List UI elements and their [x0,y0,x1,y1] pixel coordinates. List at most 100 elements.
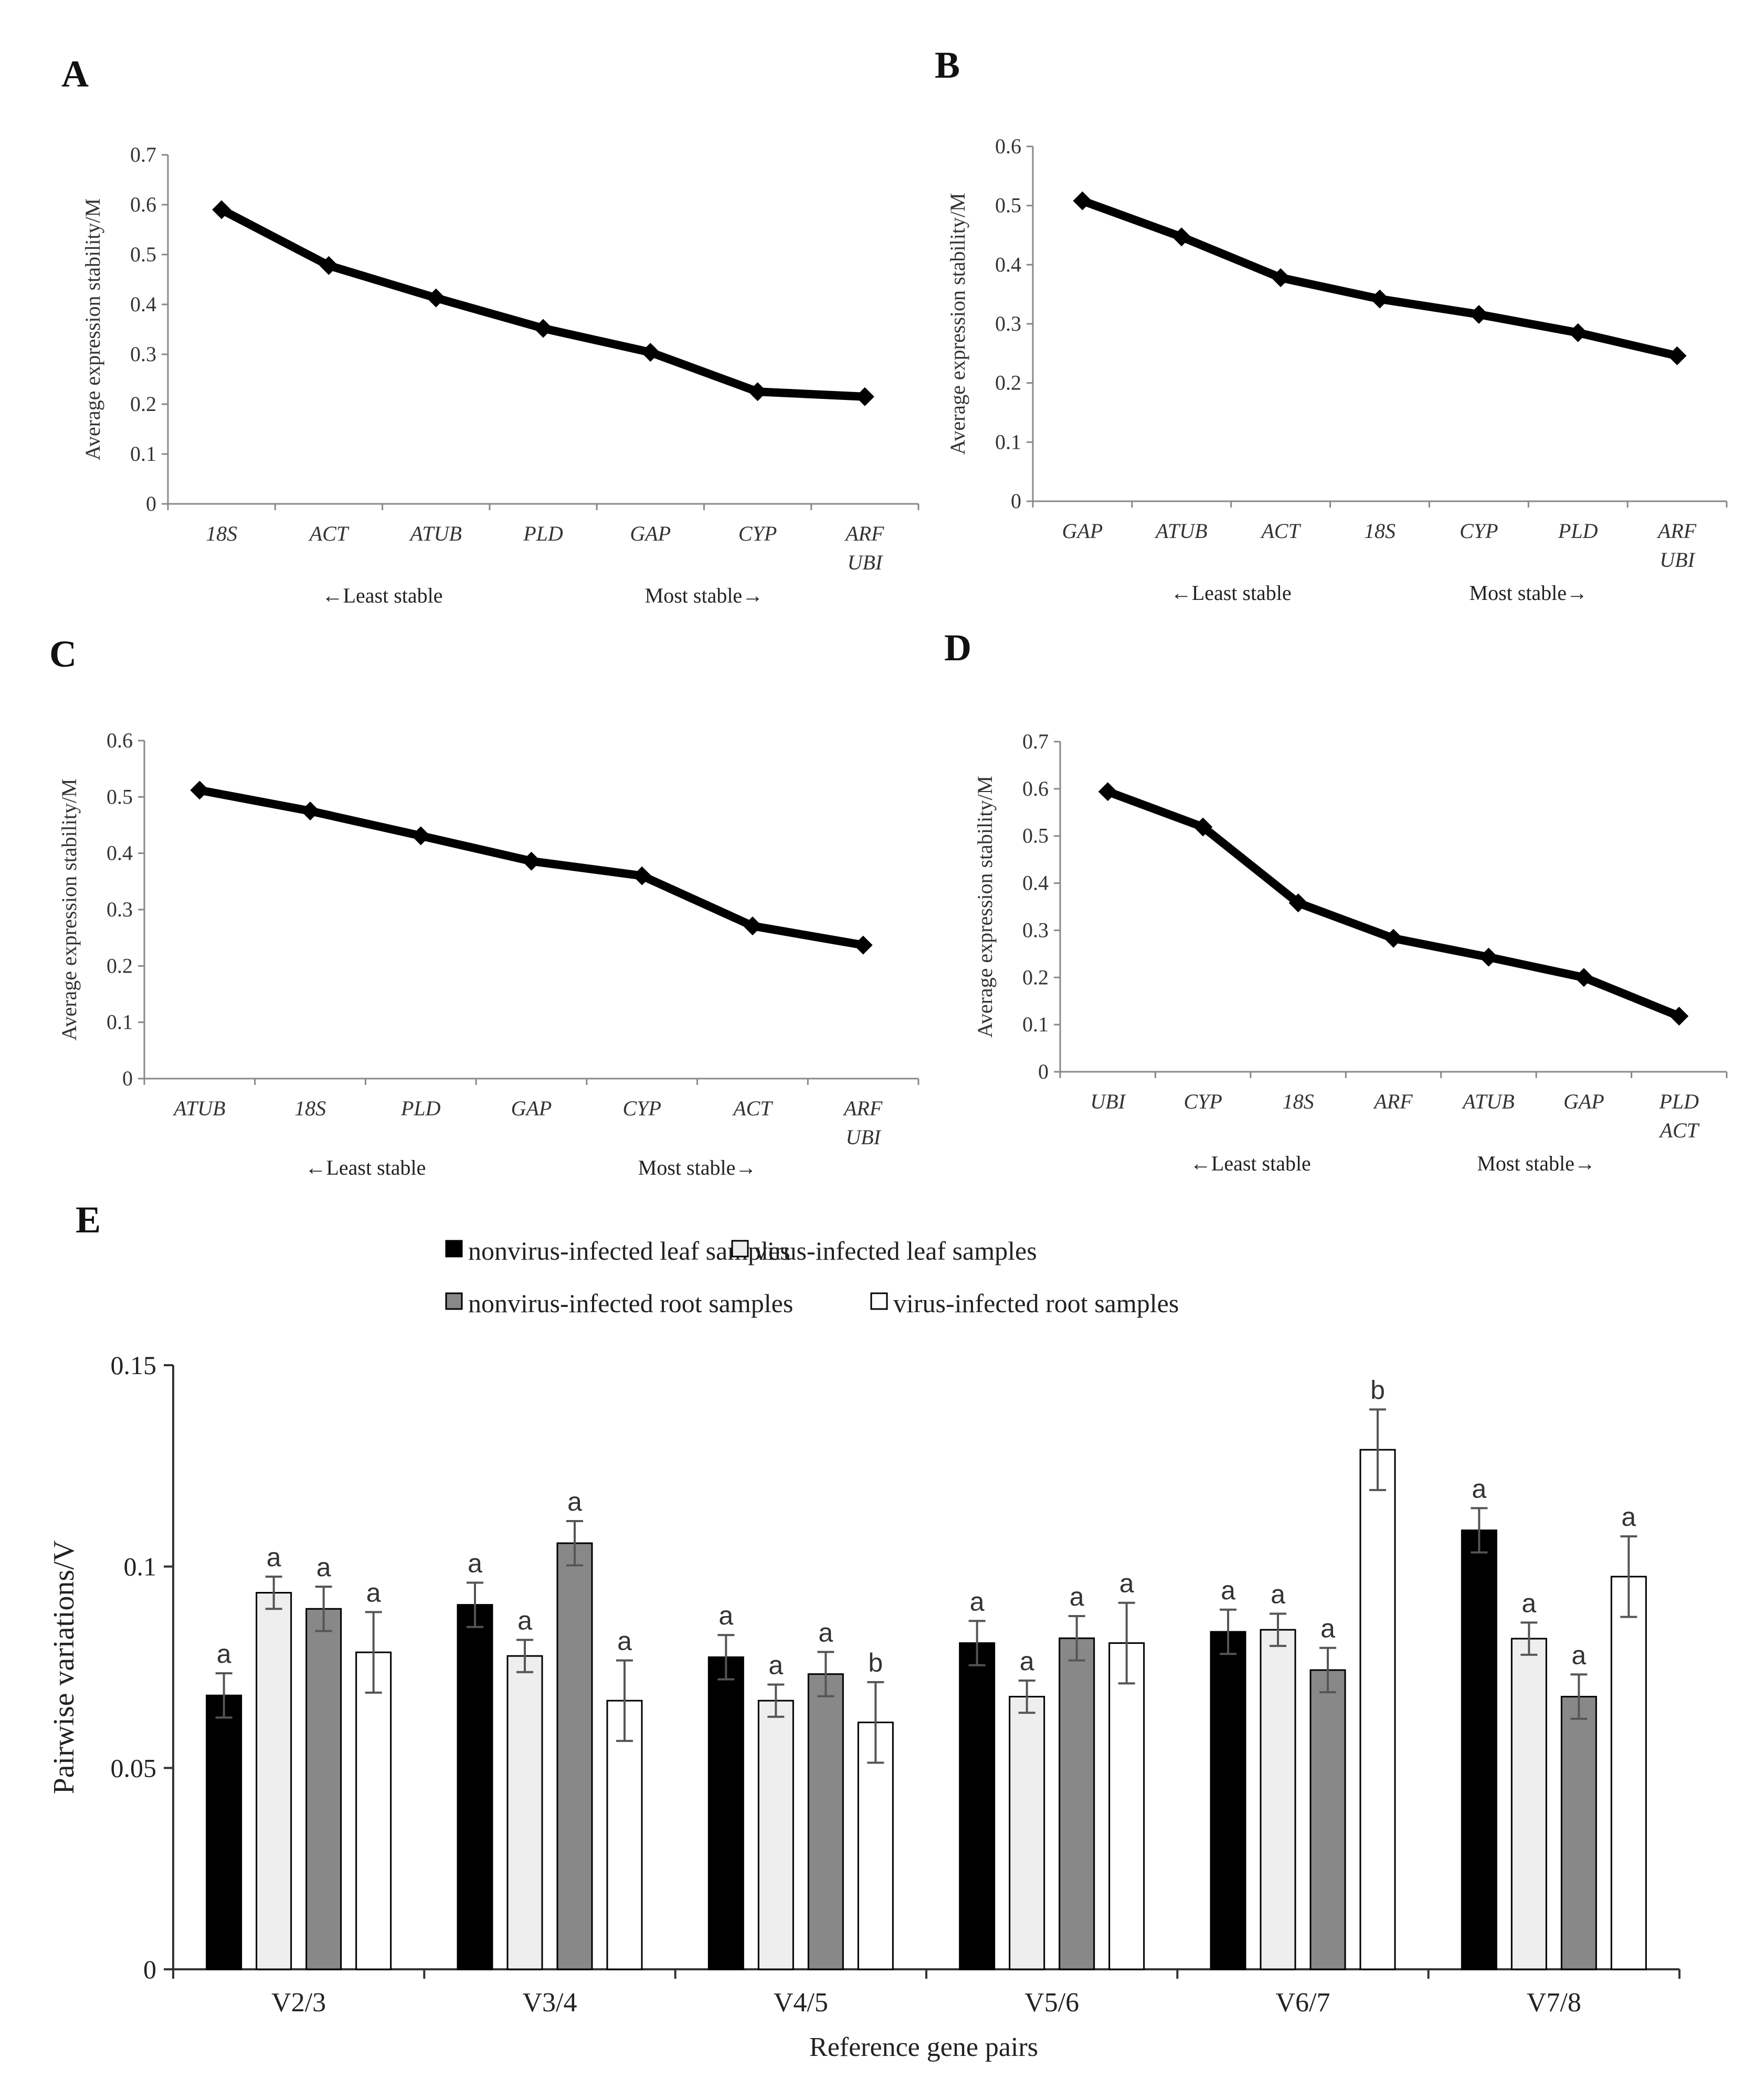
series-line [1106,787,1681,1020]
least-stable-label: ←Least stable [1190,1152,1311,1175]
significance-letter: a [517,1606,532,1635]
x-tick-label: V5/6 [1024,1988,1079,2018]
bar [1108,1642,1145,1970]
x-tick-label: CYP [623,1096,661,1120]
significance-letter: a [1271,1579,1285,1609]
bar [556,1542,593,1970]
data-point [1669,1006,1689,1026]
y-axis-label: Average expression stability/M [946,193,969,455]
data-point [855,387,874,406]
x-tick-label: ACT [1658,1118,1700,1142]
data-point [1098,782,1117,801]
y-tick-label: 0.6 [995,134,1021,158]
y-tick-label: 0.5 [130,242,156,266]
y-tick-label: 0.1 [107,1010,133,1034]
x-tick-label: GAP [1062,519,1103,543]
y-tick-label: 0.5 [107,785,133,808]
bar [1461,1529,1497,1970]
x-tick-label: ARF [1656,519,1697,543]
x-tick-label: PLD [1558,519,1598,543]
y-tick-label: 0 [1038,1060,1049,1083]
significance-letter: a [970,1587,985,1616]
legend-swatch [445,1240,463,1258]
panel-letter: E [76,1199,101,1241]
x-tick-label: UBI [845,1125,881,1149]
significance-letter: a [1472,1474,1486,1503]
x-tick-label: ARF [842,1096,883,1120]
x-tick-label: 18S [294,1096,326,1120]
y-tick-label: 0.7 [1022,730,1049,753]
data-point [319,256,339,275]
y-tick-label: 0.3 [130,342,156,366]
y-tick-label: 0.1 [124,1552,157,1581]
least-stable-label: ←Least stable [305,1156,426,1179]
x-tick-label: CYP [1460,519,1498,543]
x-tick-label: V2/3 [271,1988,326,2018]
data-point [1288,893,1308,913]
bar [1610,1576,1647,1970]
y-tick-label: 0.6 [107,729,133,752]
x-tick-label: UBI [1090,1090,1126,1113]
panel-c: C 0 0.1 0.2 0.3 0.4 0.5 0.6 Average expression s… [49,633,919,1179]
bar [707,1656,744,1970]
x-tick-label: ATUB [172,1096,226,1120]
x-tick-label: ACT [308,522,350,545]
data-point [1172,227,1191,247]
data-point [1271,268,1291,288]
data-point [1568,323,1588,342]
data-point [522,851,541,871]
data-point [1384,928,1403,948]
x-tick-label: ATUB [1461,1090,1515,1113]
x-tick-label: ARF [1372,1090,1413,1113]
y-tick-label: 0.3 [995,312,1021,335]
panel-d: D 0 0.1 0.2 0.3 0.4 0.5 0.6 0.7 Average expressio… [944,627,1728,1175]
y-tick-label: 0.2 [995,371,1021,395]
data-point [212,200,231,219]
data-point [632,866,652,885]
significance-letter: a [567,1487,582,1516]
y-tick-label: 0.7 [130,143,156,166]
bar [1359,1449,1396,1970]
data-point [1370,289,1389,309]
data-point [1193,817,1213,837]
significance-letter: a [617,1626,632,1655]
data-point [426,288,446,308]
bar [506,1655,543,1970]
panel-letter: B [935,44,960,86]
significance-letter: a [718,1601,733,1630]
y-tick-label: 0.3 [107,898,133,921]
legend-swatch [731,1240,749,1258]
data-point [853,935,873,955]
x-tick-label: V6/7 [1276,1988,1330,2018]
panel-a: A 0 0.1 0.2 0.3 0.4 0.5 0.6 0.7 Average expressio… [61,53,919,607]
bar [256,1592,292,1970]
significance-letter: a [1119,1569,1134,1598]
data-point [301,801,320,821]
x-tick-label: CYP [1183,1090,1222,1113]
most-stable-label: Most stable→ [1470,581,1588,605]
x-tick-label: GAP [1563,1090,1604,1113]
bar [1309,1669,1346,1970]
y-tick-label: 0.1 [1022,1012,1049,1036]
y-axis-label: Average expression stability/M [57,778,81,1040]
x-tick-label: PLD [523,522,563,545]
y-tick-label: 0.2 [1022,965,1049,989]
bar [457,1604,493,1970]
panel-letter: C [49,633,77,675]
y-tick-label: 0.3 [1022,918,1049,942]
legend-swatch [870,1292,888,1310]
significance-letter: a [366,1578,381,1607]
y-tick-label: 0.4 [130,292,156,316]
y-tick-label: 0.5 [1022,824,1049,848]
bar [959,1642,996,1970]
x-tick-label: UBI [848,551,883,574]
bar [305,1608,342,1970]
x-tick-label: 18S [1364,519,1396,543]
x-tick-label: GAP [511,1096,552,1120]
x-tick-label: ACT [732,1096,773,1120]
data-point [1073,191,1092,210]
x-tick-label: UBI [1660,548,1695,572]
legend-label: virus-infected leaf samples [754,1236,1037,1265]
bar [807,1673,844,1970]
